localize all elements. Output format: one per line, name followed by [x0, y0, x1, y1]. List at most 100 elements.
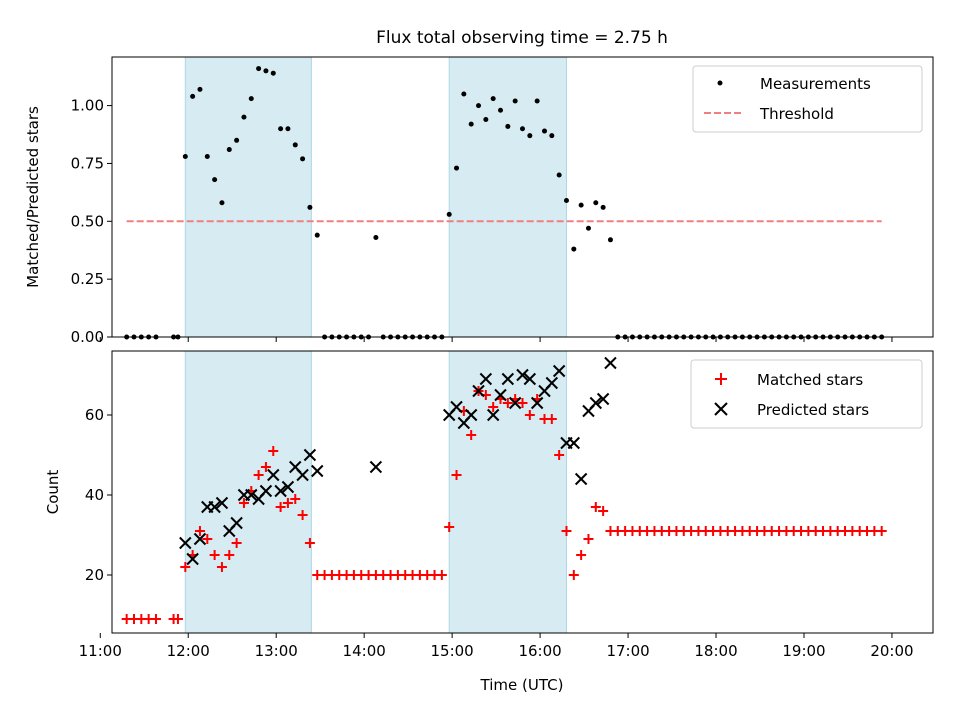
- matched-star-marker: [260, 462, 271, 472]
- predicted-star-marker: [516, 368, 529, 382]
- matched-star-marker: [194, 526, 205, 536]
- matched-star-marker: [876, 526, 887, 536]
- predicted-star-marker: [274, 484, 287, 498]
- x-tick-label: 15:00: [431, 642, 474, 660]
- y-tick-label: 1.00: [71, 97, 104, 115]
- matched-star-marker: [436, 570, 447, 580]
- legend-matched-marker: [715, 373, 727, 385]
- predicted-star-marker: [508, 396, 522, 410]
- measurement-point: [446, 211, 452, 217]
- matched-star-marker: [546, 414, 557, 424]
- matched-star-marker: [180, 562, 191, 572]
- matched-star-marker: [253, 470, 264, 480]
- y-tick-label: 0.00: [71, 328, 104, 346]
- measurement-point: [241, 114, 247, 120]
- matched-star-marker: [451, 470, 462, 480]
- x-tick-label: 20:00: [870, 642, 913, 660]
- x-tick-label: 17:00: [606, 642, 649, 660]
- predicted-star-marker: [281, 480, 295, 494]
- measurement-point: [300, 156, 306, 162]
- measurement-point: [534, 98, 540, 104]
- measurement-point: [549, 133, 555, 139]
- matched-star-marker: [238, 498, 249, 508]
- matched-star-marker: [304, 538, 315, 548]
- top-x-ticks: [99, 337, 893, 342]
- matched-star-marker: [209, 550, 220, 560]
- measurement-point: [483, 116, 489, 122]
- measurement-point: [468, 121, 474, 127]
- x-tick-label: 13:00: [255, 642, 298, 660]
- bottom-panel: 20 40 60 11:00 12:00 13:00 14:00 15:00 16:00 17:…: [44, 350, 934, 694]
- x-tick-label: 12:00: [167, 642, 210, 660]
- predicted-star-marker: [303, 448, 317, 462]
- observing-window-2: [449, 57, 567, 337]
- predicted-star-marker: [501, 372, 515, 386]
- measurement-point: [527, 133, 533, 139]
- matched-star-marker: [568, 570, 579, 580]
- matched-star-marker: [202, 534, 213, 544]
- y-tick-label: 0.75: [71, 154, 104, 172]
- legend-measurements-marker: [717, 80, 723, 86]
- predicted-star-marker: [494, 388, 507, 402]
- matched-star-marker: [517, 398, 528, 408]
- matched-star-marker: [554, 450, 565, 460]
- predicted-star-marker: [245, 488, 258, 502]
- x-tick-label: 19:00: [782, 642, 825, 660]
- matched-star-marker: [172, 614, 183, 624]
- x-tick-label: 16:00: [518, 642, 561, 660]
- figure-title: Flux total observing time = 2.75 h: [376, 28, 668, 48]
- predicted-star-marker: [193, 532, 207, 546]
- matched-star-marker: [268, 446, 279, 456]
- legend-predicted-marker: [714, 402, 728, 416]
- matched-star-marker: [150, 614, 161, 624]
- measurement-point: [314, 232, 320, 238]
- predicted-star-marker: [186, 552, 199, 566]
- predicted-star-marker: [479, 372, 493, 386]
- matched-star-marker: [231, 538, 242, 548]
- predicted-star-marker: [464, 408, 478, 422]
- legend-measurements-label: Measurements: [760, 75, 871, 93]
- predicted-star-marker: [296, 468, 309, 482]
- predicted-star-marker: [472, 384, 485, 398]
- observing-window-1: [185, 57, 312, 337]
- top-shaded-regions: [184, 57, 567, 337]
- predicted-star-marker: [267, 468, 280, 482]
- measurement-point: [520, 126, 525, 132]
- bottom-x-ticks: 11:00 12:00 13:00 14:00 15:00 16:00 17:00 18:00…: [79, 633, 914, 660]
- bottom-points: [121, 356, 887, 624]
- measurement-point: [585, 225, 591, 231]
- predicted-star-marker: [450, 400, 463, 414]
- predicted-star-marker: [567, 436, 581, 450]
- matched-star-marker: [466, 430, 477, 440]
- measurement-point: [263, 68, 269, 74]
- predicted-star-marker: [369, 460, 383, 474]
- matched-star-marker: [216, 562, 227, 572]
- measurement-point: [278, 126, 284, 132]
- top-axes-frame: [111, 56, 934, 338]
- predicted-star-marker: [523, 372, 537, 386]
- measurement-point: [578, 202, 584, 208]
- legend-predicted-label: Predicted stars: [757, 401, 869, 419]
- matched-star-marker: [561, 526, 572, 536]
- matched-star-marker: [598, 506, 609, 516]
- top-panel: 0.00 0.25 0.50 0.75 1.00 Matched/Predicted s…: [24, 56, 934, 346]
- measurement-point: [219, 200, 225, 206]
- predicted-star-marker: [230, 516, 243, 530]
- top-y-ticks: 0.00 0.25 0.50 0.75 1.00: [71, 97, 112, 346]
- matched-star-marker: [290, 494, 301, 504]
- bottom-legend-box: [690, 359, 923, 429]
- predicted-star-marker: [311, 464, 324, 478]
- y-tick-label: 0.50: [71, 212, 104, 230]
- predicted-star-marker: [589, 396, 603, 410]
- measurement-point: [563, 197, 569, 203]
- matched-star-marker: [275, 502, 286, 512]
- legend-matched-label: Matched stars: [757, 371, 863, 389]
- measurement-point: [461, 91, 467, 97]
- bottom-legend: Matched stars Predicted stars: [690, 359, 923, 429]
- y-tick-label: 40: [85, 486, 104, 504]
- legend-threshold-label: Threshold: [759, 105, 834, 123]
- top-legend-box: [692, 65, 923, 133]
- bottom-shaded-regions: [184, 351, 567, 633]
- predicted-star-marker: [545, 376, 559, 390]
